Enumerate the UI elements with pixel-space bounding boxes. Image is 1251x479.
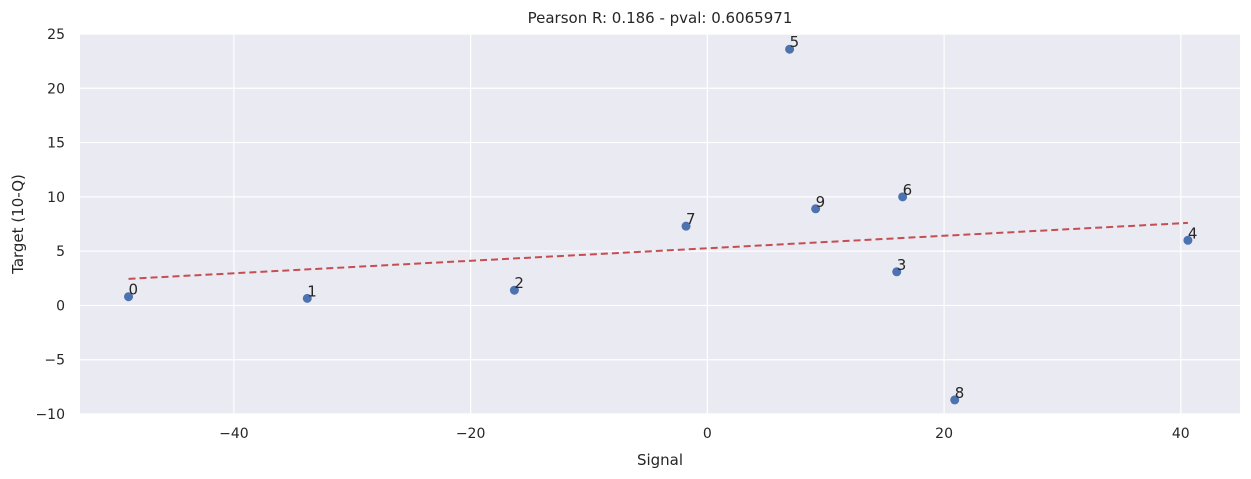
y-tick-label: 0 (56, 298, 65, 314)
data-points: 0 1 2 3 4 5 6 7 8 9 (124, 33, 1198, 405)
y-tick-label: 5 (56, 244, 65, 260)
y-tick-label: 20 (47, 81, 65, 97)
x-tick-label: 40 (1172, 426, 1190, 442)
data-point (509, 285, 519, 295)
data-point (681, 221, 691, 231)
data-point (302, 293, 312, 303)
y-axis-ticks: −10 −5 0 5 10 15 20 25 (35, 27, 65, 423)
data-point-label: 3 (897, 256, 907, 274)
y-tick-label: 15 (47, 136, 65, 152)
x-axis-label: Signal (637, 451, 683, 469)
data-point-label: 5 (790, 33, 800, 51)
x-tick-label: 0 (703, 426, 712, 442)
data-point-label: 6 (903, 181, 913, 199)
data-point (950, 395, 960, 405)
plot-area (80, 34, 1240, 414)
data-point (1183, 235, 1193, 245)
data-point-label: 7 (686, 210, 696, 228)
y-tick-label: 25 (47, 27, 65, 43)
y-tick-label: −10 (35, 407, 65, 423)
x-tick-label: −20 (456, 426, 486, 442)
y-axis-label: Target (10-Q) (9, 174, 27, 275)
chart-title: Pearson R: 0.186 - pval: 0.6065971 (528, 9, 793, 27)
x-axis-ticks: −40 −20 0 20 40 (219, 426, 1190, 442)
data-point-label: 1 (307, 282, 317, 300)
y-tick-label: −5 (44, 353, 65, 369)
data-point (811, 204, 821, 214)
y-tick-label: 10 (47, 190, 65, 206)
x-tick-label: 20 (935, 426, 953, 442)
data-point (898, 192, 908, 202)
regression-line (128, 221, 1188, 280)
data-point (892, 267, 902, 277)
data-point-label: 8 (955, 384, 965, 402)
data-point-label: 4 (1188, 224, 1198, 242)
data-point-label: 0 (129, 281, 139, 299)
data-point (124, 292, 134, 302)
data-point-label: 2 (514, 274, 524, 292)
data-point-label: 9 (816, 193, 826, 211)
x-tick-label: −40 (219, 426, 249, 442)
data-point (785, 44, 795, 54)
